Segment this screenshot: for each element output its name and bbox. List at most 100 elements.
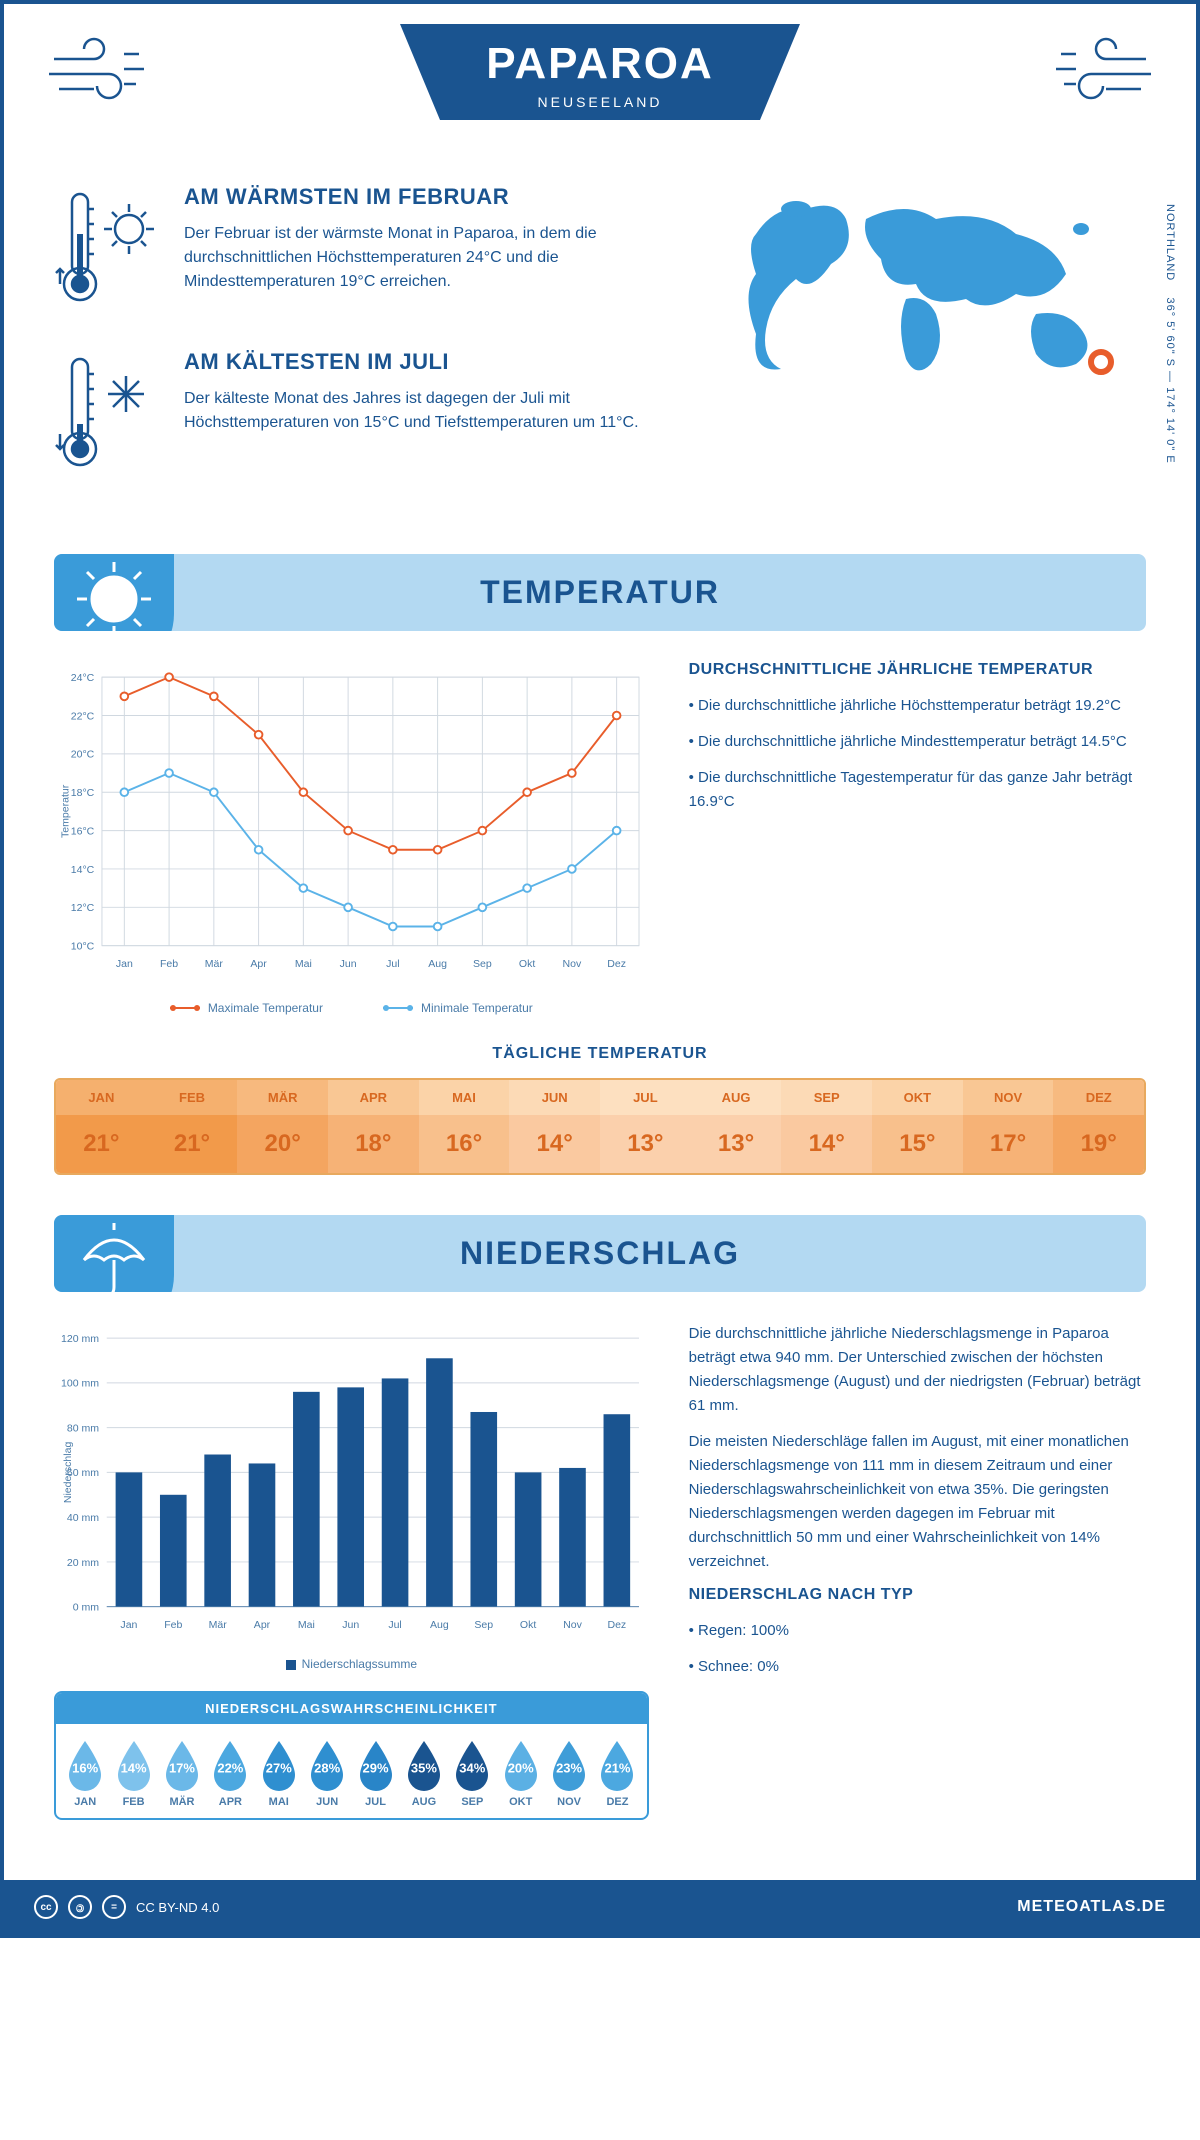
svg-text:16°C: 16°C [71,825,95,837]
temperature-chart-section: 10°C12°C14°C16°C18°C20°C22°C24°CJanFebMä… [54,661,1146,1015]
temperature-header: TEMPERATUR [54,554,1146,631]
header-banner: PAPAROA NEUSEELAND [400,24,800,120]
daily-temp-value: 16° [419,1115,510,1173]
drop-month: AUG [400,1796,448,1808]
sun-icon [69,554,159,631]
daily-temp-col: MÄR 20° [237,1080,328,1173]
daily-temp-month: JUL [600,1080,691,1115]
precipitation-text: Die durchschnittliche jährliche Niedersc… [689,1322,1146,1820]
coldest-desc: Der kälteste Monat des Jahres ist dagege… [184,387,686,435]
svg-text:Okt: Okt [520,1619,536,1631]
drop-percent: 17% [169,1761,195,1776]
svg-text:10°C: 10°C [71,941,95,953]
precip-drop-col: 29% JUL [351,1739,399,1808]
svg-text:Jul: Jul [386,958,399,970]
precip-drop-col: 23% NOV [545,1739,593,1808]
daily-temp-value: 17° [963,1115,1054,1173]
drop-month: JUL [351,1796,399,1808]
daily-temp-col: AUG 13° [691,1080,782,1173]
thermometer-hot-icon [54,184,164,319]
daily-temp-value: 13° [691,1115,782,1173]
drop-month: APR [206,1796,254,1808]
daily-temp-value: 15° [872,1115,963,1173]
precip-drop-col: 35% AUG [400,1739,448,1808]
daily-temp-month: APR [328,1080,419,1115]
drop-month: OKT [497,1796,545,1808]
page-subtitle: NEUSEELAND [480,94,720,110]
warmest-text: AM WÄRMSTEN IM FEBRUAR Der Februar ist d… [184,184,686,319]
svg-text:100 mm: 100 mm [61,1378,99,1390]
drop-month: NOV [545,1796,593,1808]
daily-temp-col: DEZ 19° [1053,1080,1144,1173]
temperature-legend: Maximale Temperatur Minimale Temperatur [54,1001,649,1015]
precip-drop-col: 17% MÄR [158,1739,206,1808]
raindrop-icon: 22% [209,1739,251,1791]
svg-text:40 mm: 40 mm [67,1512,99,1524]
svg-text:Jun: Jun [340,958,357,970]
daily-temp-value: 14° [781,1115,872,1173]
daily-temp-month: DEZ [1053,1080,1144,1115]
drop-percent: 14% [121,1761,147,1776]
svg-text:Dez: Dez [607,958,626,970]
footer: cc 🄯 = CC BY-ND 4.0 METEOATLAS.DE [4,1880,1196,1934]
svg-text:20°C: 20°C [71,749,95,761]
daily-temp-col: SEP 14° [781,1080,872,1173]
coldest-text: AM KÄLTESTEN IM JULI Der kälteste Monat … [184,349,686,484]
svg-text:14°C: 14°C [71,864,95,876]
drop-percent: 21% [604,1761,630,1776]
daily-temp-month: JAN [56,1080,147,1115]
daily-temp-col: JAN 21° [56,1080,147,1173]
precip-drop-col: 27% MAI [255,1739,303,1808]
temp-stat-item: Die durchschnittliche jährliche Höchstte… [689,694,1146,718]
daily-temp-month: FEB [147,1080,238,1115]
raindrop-icon: 34% [451,1739,493,1791]
precip-drop-col: 28% JUN [303,1739,351,1808]
drop-month: MÄR [158,1796,206,1808]
raindrop-icon: 21% [596,1739,638,1791]
legend-min: Minimale Temperatur [383,1001,533,1015]
drop-percent: 23% [556,1761,582,1776]
daily-temp-value: 19° [1053,1115,1144,1173]
daily-temp-value: 18° [328,1115,419,1173]
temp-stat-item: Die durchschnittliche jährliche Mindestt… [689,730,1146,754]
raindrop-icon: 23% [548,1739,590,1791]
svg-text:Dez: Dez [607,1619,626,1631]
svg-text:Jan: Jan [116,958,133,970]
svg-text:Mär: Mär [209,1619,228,1631]
svg-text:Feb: Feb [164,1619,182,1631]
intro-section: AM WÄRMSTEN IM FEBRUAR Der Februar ist d… [54,184,1146,514]
temperature-chart-wrapper: 10°C12°C14°C16°C18°C20°C22°C24°CJanFebMä… [54,661,649,1015]
precipitation-chart-wrapper: 0 mm20 mm40 mm60 mm80 mm100 mm120 mmJanF… [54,1322,649,1820]
coldest-block: AM KÄLTESTEN IM JULI Der kälteste Monat … [54,349,686,484]
precip-drop-col: 22% APR [206,1739,254,1808]
daily-temp-month: MÄR [237,1080,328,1115]
drop-percent: 22% [217,1761,243,1776]
daily-temp-col: MAI 16° [419,1080,510,1173]
page-title: PAPAROA [480,39,720,89]
svg-text:Okt: Okt [519,958,535,970]
svg-text:Sep: Sep [474,1619,493,1631]
content: AM WÄRMSTEN IM FEBRUAR Der Februar ist d… [4,184,1196,1880]
precipitation-chart-section: 0 mm20 mm40 mm60 mm80 mm100 mm120 mmJanF… [54,1322,1146,1820]
svg-text:Nov: Nov [563,958,582,970]
svg-text:Jun: Jun [342,1619,359,1631]
svg-text:24°C: 24°C [71,672,95,684]
daily-temp-value: 20° [237,1115,328,1173]
precip-text-2: Die meisten Niederschläge fallen im Augu… [689,1430,1146,1574]
daily-temp-value: 13° [600,1115,691,1173]
precip-type-item: Regen: 100% [689,1619,1146,1643]
precip-drop-col: 21% DEZ [593,1739,641,1808]
precip-text-1: Die durchschnittliche jährliche Niedersc… [689,1322,1146,1418]
temp-stats-title: DURCHSCHNITTLICHE JÄHRLICHE TEMPERATUR [689,661,1146,679]
raindrop-icon: 29% [355,1739,397,1791]
svg-text:22°C: 22°C [71,710,95,722]
by-icon: 🄯 [68,1895,92,1919]
svg-text:Mär: Mär [205,958,224,970]
nd-icon: = [102,1895,126,1919]
drop-month: JUN [303,1796,351,1808]
daily-temp-title: TÄGLICHE TEMPERATUR [54,1045,1146,1063]
daily-temp-value: 21° [56,1115,147,1173]
warmest-title: AM WÄRMSTEN IM FEBRUAR [184,184,686,210]
drop-month: MAI [255,1796,303,1808]
precip-drop-col: 20% OKT [497,1739,545,1808]
